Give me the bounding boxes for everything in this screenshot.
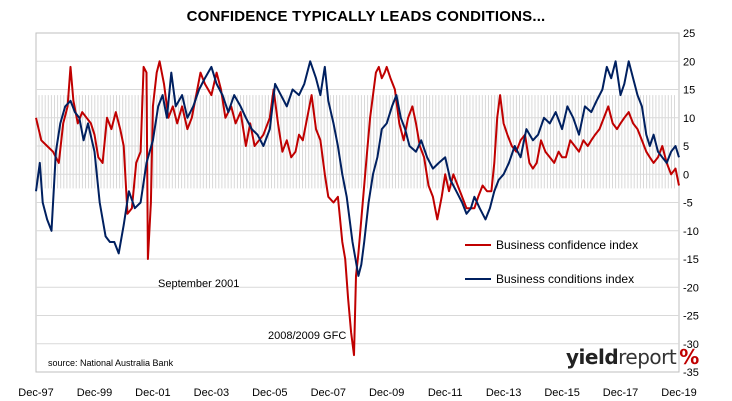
logo-report-text: report: [618, 345, 677, 369]
source-note: source: National Australia Bank: [48, 358, 174, 368]
gridlines: [36, 60, 679, 345]
y-tick-label: -15: [683, 254, 699, 266]
x-tick-label: Dec-09: [369, 387, 404, 399]
y-tick-label: 25: [683, 28, 695, 40]
x-axis-ticks: Dec-97 Dec-99 Dec-01 Dec-03 Dec-05 Dec-07 Dec-…: [18, 387, 696, 399]
x-tick-label: Dec-05: [252, 387, 287, 399]
y-tick-label: 0: [683, 169, 689, 181]
chart-title: CONFIDENCE TYPICALLY LEADS CONDITIONS...: [186, 8, 546, 25]
y-tick-label: -20: [683, 282, 699, 294]
annotation-september-2001: September 2001: [158, 278, 239, 290]
x-tick-label: Dec-97: [18, 387, 53, 399]
x-tick-label: Dec-99: [77, 387, 112, 399]
annotation-gfc: 2008/2009 GFC: [268, 330, 346, 342]
series-layer: [35, 60, 680, 357]
x-tick-label: Dec-07: [311, 387, 346, 399]
y-tick-label: -10: [683, 226, 699, 238]
x-tick-label: Dec-13: [486, 387, 521, 399]
y-tick-label: 20: [683, 56, 695, 68]
x-tick-label: Dec-15: [544, 387, 579, 399]
logo-percent-icon: %: [679, 345, 699, 369]
series-line-conditions: [35, 60, 680, 277]
x-tick-label: Dec-17: [603, 387, 638, 399]
x-tick-label: Dec-19: [661, 387, 696, 399]
legend-label-confidence: Business confidence index: [496, 238, 638, 252]
legend-label-conditions: Business conditions index: [496, 272, 634, 286]
x-tick-label: Dec-11: [428, 387, 463, 399]
y-tick-label: 15: [683, 85, 695, 97]
y-tick-label: -25: [683, 311, 699, 323]
legend: Business confidence index Business condi…: [465, 238, 638, 286]
x-tick-label: Dec-01: [135, 387, 170, 399]
y-tick-label: -30: [683, 339, 699, 351]
yieldreport-logo: yieldreport%: [566, 345, 699, 373]
y-tick-label: -5: [683, 198, 693, 210]
y-tick-label: -35: [683, 367, 699, 379]
y-axis-ticks: 25 20 15 10 5 0 -5 -10 -15 -20 -25 -30 -35: [683, 28, 699, 379]
y-tick-label: 5: [683, 141, 689, 153]
logo-yield-text: yield: [566, 345, 619, 369]
series-line-confidence: [35, 60, 680, 357]
y-tick-label: 10: [683, 113, 695, 125]
x-tick-label: Dec-03: [194, 387, 229, 399]
